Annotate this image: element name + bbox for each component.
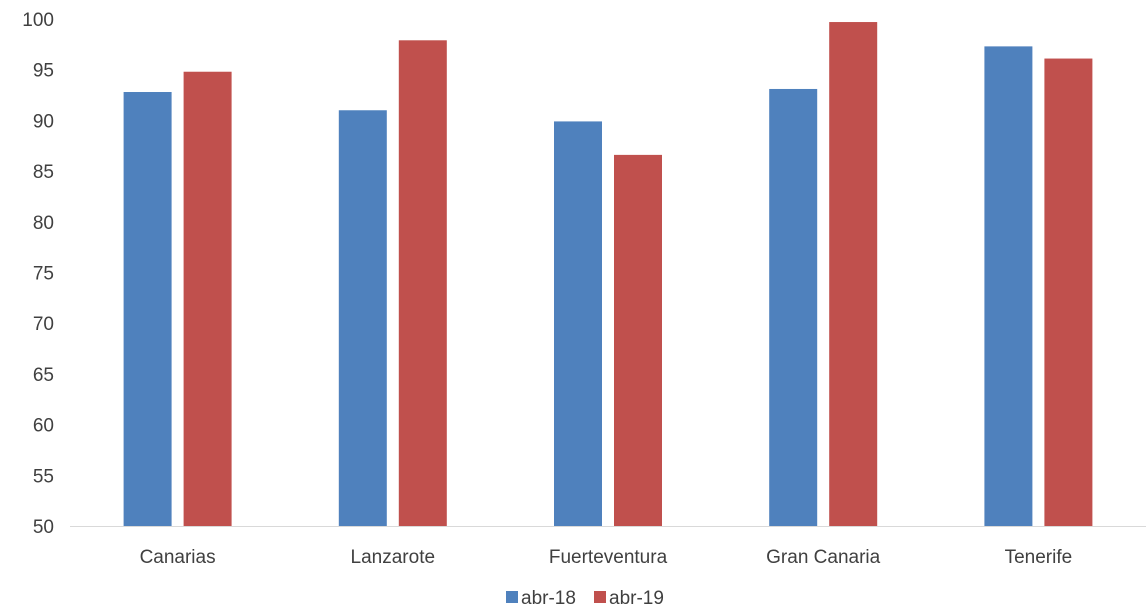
bar-abr-18-canarias	[123, 92, 172, 527]
y-tick-label: 100	[22, 10, 54, 31]
x-tick-label: Lanzarote	[351, 547, 436, 568]
x-tick-label: Gran Canaria	[766, 547, 880, 568]
bar-abr-18-fuerteventura	[554, 121, 602, 526]
bar-abr-19-canarias	[183, 71, 232, 526]
bar-abr-19-lanzarote	[398, 40, 447, 526]
legend-label-abr-19: abr-19	[609, 588, 664, 609]
bars	[123, 22, 1093, 527]
y-tick-label: 75	[33, 264, 54, 285]
y-tick-label: 90	[33, 111, 54, 132]
y-tick-label: 95	[33, 61, 54, 82]
bar-abr-18-tenerife	[984, 46, 1033, 527]
y-tick-label: 80	[33, 213, 54, 234]
legend-swatch-abr-19	[594, 591, 606, 603]
x-tick-label: Tenerife	[1005, 547, 1073, 568]
y-tick-label: 50	[33, 517, 54, 538]
x-axis-labels: Canarias Lanzarote Fuerteventura Gran Canar…	[140, 547, 1073, 568]
y-tick-label: 55	[33, 466, 54, 487]
y-tick-label: 85	[33, 162, 54, 183]
y-tick-label: 65	[33, 365, 54, 386]
legend-swatch-abr-18	[506, 591, 518, 603]
x-tick-label: Canarias	[140, 547, 216, 568]
bar-abr-18-lanzarote	[338, 110, 387, 526]
y-tick-label: 60	[33, 416, 54, 437]
legend-label-abr-18: abr-18	[521, 588, 576, 609]
bar-abr-19-gran-canaria	[829, 22, 878, 527]
legend: abr-18 abr-19	[506, 588, 664, 609]
y-axis-ticks: 50 55 60 65 70 75 80 85 90 95 100	[22, 10, 54, 538]
bar-abr-19-fuerteventura	[614, 154, 662, 526]
bar-abr-18-gran-canaria	[769, 88, 818, 526]
y-tick-label: 70	[33, 314, 54, 335]
bar-abr-19-tenerife	[1044, 58, 1093, 527]
x-tick-label: Fuerteventura	[549, 547, 668, 568]
